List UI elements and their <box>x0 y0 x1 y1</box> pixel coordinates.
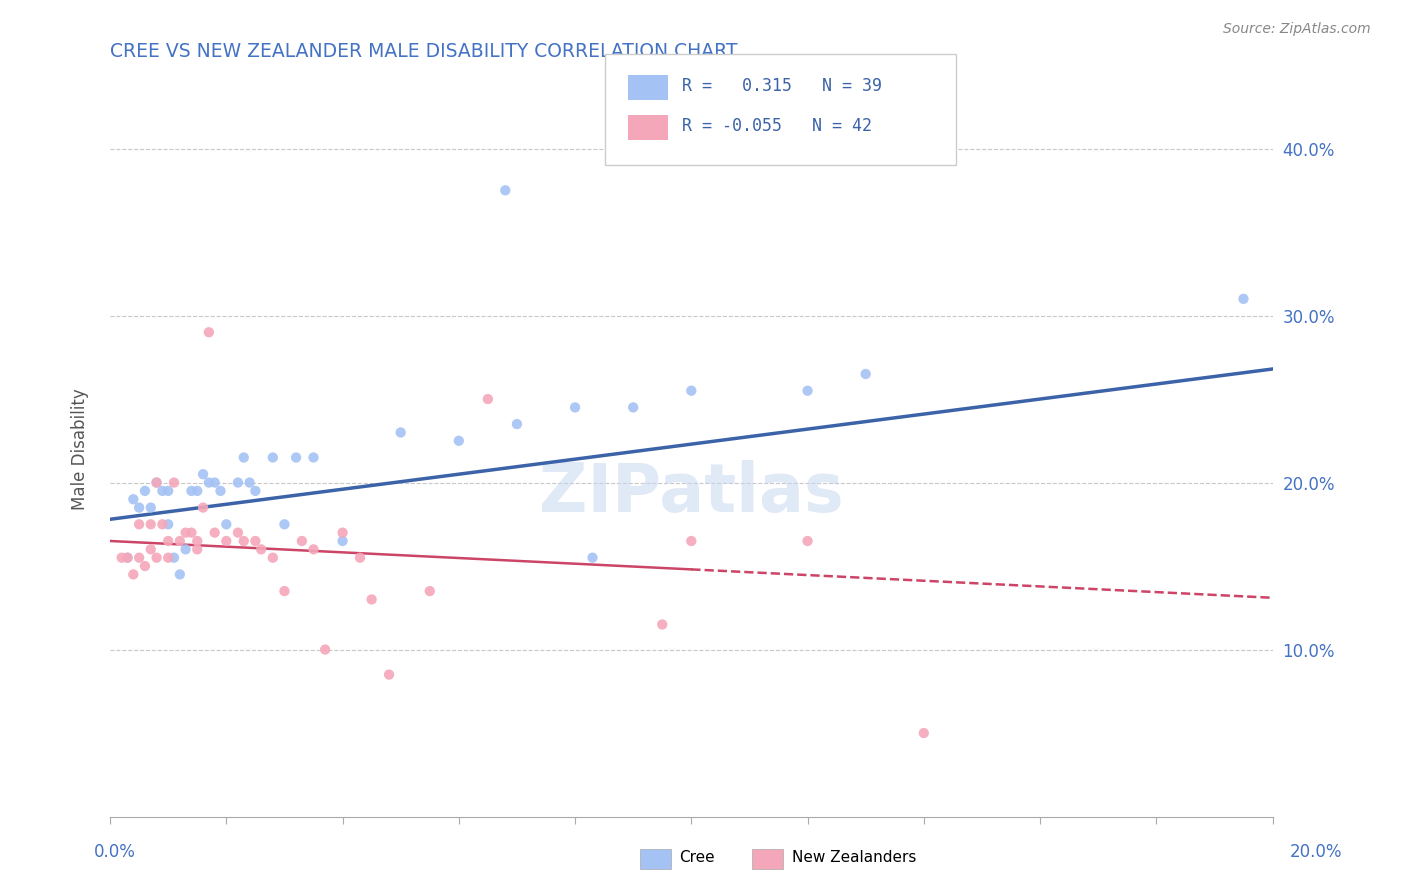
Point <box>209 483 232 498</box>
Point <box>245 483 267 498</box>
Point <box>117 550 139 565</box>
Point <box>215 517 238 532</box>
Point <box>150 517 173 532</box>
Point <box>262 450 284 465</box>
Point <box>186 483 208 498</box>
Point <box>117 550 139 565</box>
Point <box>494 183 516 197</box>
Point <box>186 542 208 557</box>
Point <box>226 475 249 490</box>
Point <box>122 567 145 582</box>
Point <box>506 417 529 431</box>
Point <box>681 384 703 398</box>
Point <box>285 450 308 465</box>
Point <box>855 367 877 381</box>
Point <box>139 542 162 557</box>
Point <box>157 533 180 548</box>
Point <box>360 592 382 607</box>
Y-axis label: Male Disability: Male Disability <box>72 388 89 510</box>
Point <box>332 533 354 548</box>
Point <box>349 550 371 565</box>
Point <box>681 533 703 548</box>
Point <box>651 617 673 632</box>
Point <box>191 500 214 515</box>
Point <box>134 483 156 498</box>
Point <box>245 533 267 548</box>
Point <box>291 533 314 548</box>
Text: R = -0.055   N = 42: R = -0.055 N = 42 <box>682 117 872 135</box>
Text: 0.0%: 0.0% <box>94 843 136 861</box>
Point <box>163 550 186 565</box>
Point <box>389 425 412 440</box>
Point <box>215 533 238 548</box>
Point <box>332 525 354 540</box>
Point <box>581 550 603 565</box>
Point <box>204 525 226 540</box>
Point <box>163 475 186 490</box>
Point <box>564 401 586 415</box>
Point <box>250 542 273 557</box>
Point <box>150 483 173 498</box>
Point <box>198 475 221 490</box>
Text: CREE VS NEW ZEALANDER MALE DISABILITY CORRELATION CHART: CREE VS NEW ZEALANDER MALE DISABILITY CO… <box>110 42 738 61</box>
Point <box>145 550 167 565</box>
Point <box>621 401 644 415</box>
Point <box>180 525 202 540</box>
Point <box>128 517 150 532</box>
Point <box>134 559 156 574</box>
Point <box>273 584 295 599</box>
Point <box>198 325 221 339</box>
Point <box>169 567 191 582</box>
Text: R =   0.315   N = 39: R = 0.315 N = 39 <box>682 77 882 95</box>
Point <box>111 550 134 565</box>
Text: Source: ZipAtlas.com: Source: ZipAtlas.com <box>1223 22 1371 37</box>
Point <box>447 434 470 448</box>
Point <box>226 525 249 540</box>
Point <box>139 500 162 515</box>
Point <box>157 550 180 565</box>
Point <box>302 542 325 557</box>
Point <box>174 542 197 557</box>
Point <box>128 500 150 515</box>
Point <box>796 384 818 398</box>
Point <box>477 392 499 406</box>
Point <box>273 517 295 532</box>
Point <box>186 533 208 548</box>
Point <box>302 450 325 465</box>
Text: 20.0%: 20.0% <box>1289 843 1343 861</box>
Point <box>378 667 401 681</box>
Point <box>191 467 214 482</box>
Point <box>912 726 935 740</box>
Point <box>157 483 180 498</box>
Point <box>169 533 191 548</box>
Point <box>145 475 167 490</box>
Point <box>419 584 441 599</box>
Point <box>232 533 254 548</box>
Point <box>128 550 150 565</box>
Point <box>239 475 262 490</box>
Point <box>180 483 202 498</box>
Point <box>1232 292 1254 306</box>
Text: ZIPatlas: ZIPatlas <box>538 460 844 526</box>
Point <box>796 533 818 548</box>
Point <box>314 642 336 657</box>
Point <box>174 525 197 540</box>
Point <box>232 450 254 465</box>
Point <box>122 492 145 507</box>
Point <box>262 550 284 565</box>
Point <box>204 475 226 490</box>
Text: Cree: Cree <box>679 850 714 864</box>
Point <box>145 475 167 490</box>
Point <box>157 517 180 532</box>
Text: New Zealanders: New Zealanders <box>792 850 915 864</box>
Point <box>139 517 162 532</box>
